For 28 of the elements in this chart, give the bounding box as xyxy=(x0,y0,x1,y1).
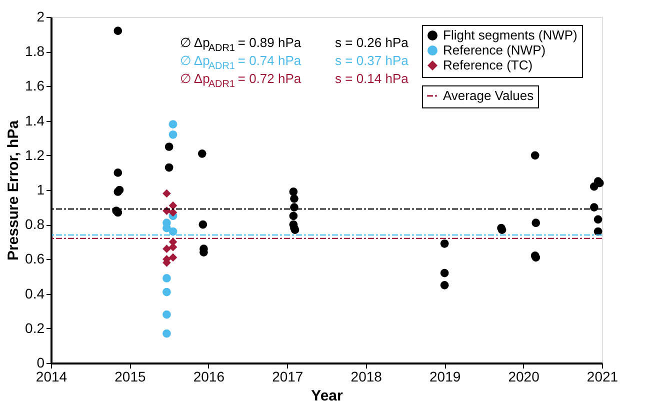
y-tick-label: 0.8 xyxy=(25,216,45,232)
legend-label: Flight segments (NWP) xyxy=(443,28,578,42)
x-tick-label: 2018 xyxy=(350,368,382,384)
y-tick-label: 2 xyxy=(36,8,45,24)
x-tick-label: 2019 xyxy=(429,368,461,384)
y-tick-label: 1 xyxy=(36,182,45,198)
y-tick-label: 1.8 xyxy=(25,43,45,60)
x-tick-label: 2021 xyxy=(586,368,618,384)
y-tick-label: 1.2 xyxy=(25,146,45,163)
x-axis-title: Year xyxy=(311,388,344,401)
y-tick-label: 1.6 xyxy=(25,78,45,94)
y-tick-label: 1.4 xyxy=(25,112,45,128)
legend-label: Reference (NWP) xyxy=(443,42,546,58)
y-tick-label: 0.4 xyxy=(25,285,45,302)
x-tick-label: 2016 xyxy=(193,368,225,384)
annotation: s = 0.37 hPa xyxy=(335,53,410,68)
annotation: s = 0.26 hPa xyxy=(335,35,410,50)
x-tick-label: 2014 xyxy=(36,368,68,384)
annotation: s = 0.14 hPa xyxy=(335,71,410,86)
y-tick-label: 0 xyxy=(36,354,45,370)
x-tick-label: 2020 xyxy=(508,368,540,384)
y-tick-label: 0.6 xyxy=(25,250,45,267)
legend-label: Reference (TC) xyxy=(443,58,533,72)
x-tick-label: 2017 xyxy=(272,368,304,384)
y-tick-label: 0.2 xyxy=(25,320,45,336)
x-tick-label: 2015 xyxy=(114,368,146,384)
legend-label: Average Values xyxy=(443,88,534,103)
y-axis-title: Pressure Error, hPa xyxy=(5,120,22,261)
